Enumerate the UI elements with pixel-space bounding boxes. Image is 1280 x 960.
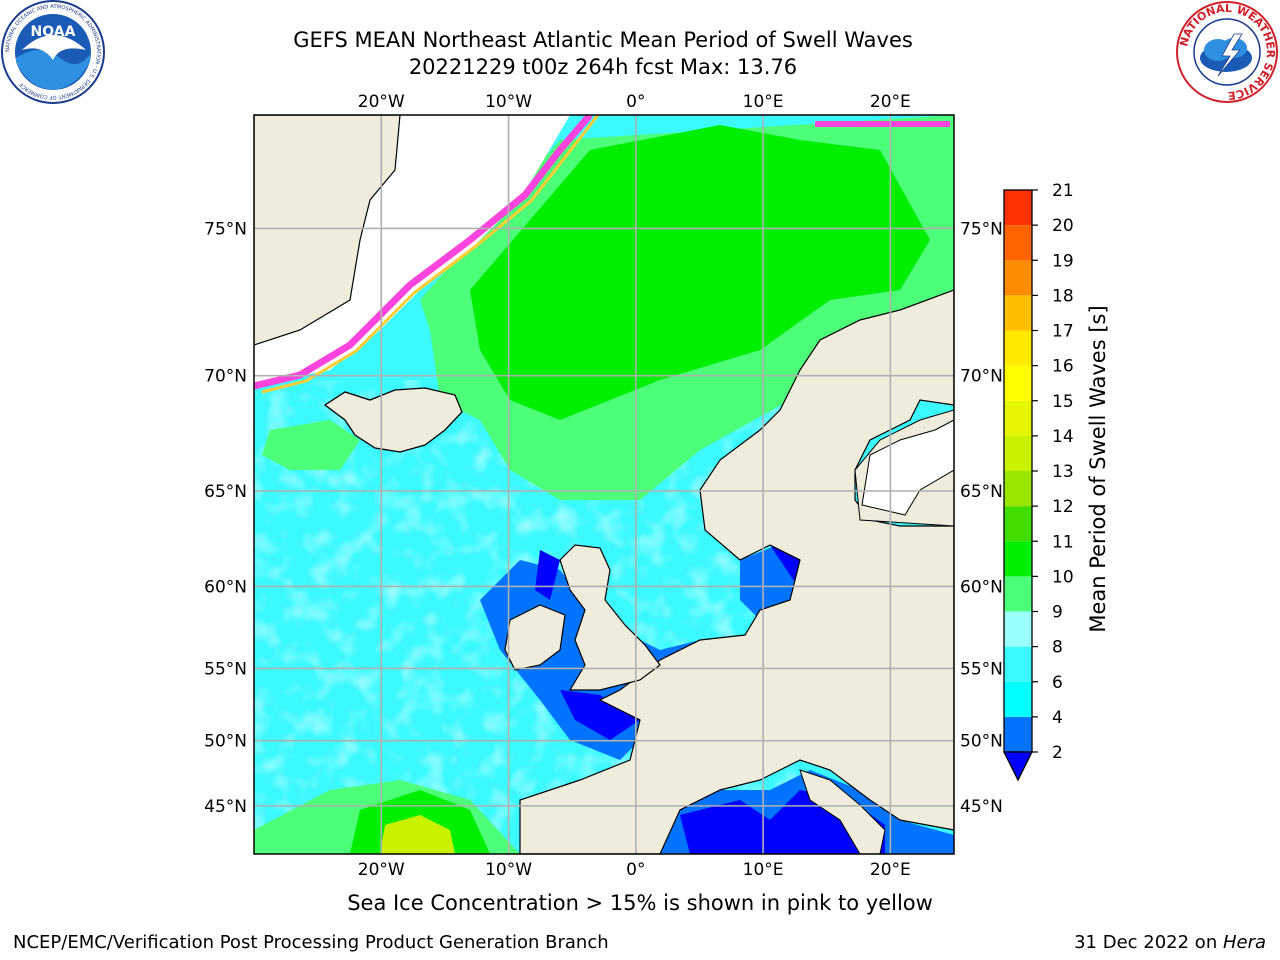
lat-tick-label-right: 55°N [960,659,1003,679]
lat-tick-label-left: 45°N [204,797,247,817]
colorbar-tick-label: 15 [1052,392,1074,412]
iceland [323,387,463,453]
colorbar-cell [1004,400,1032,436]
great-britain [559,544,661,691]
lat-tick-label-right: 60°N [960,577,1003,597]
colorbar-tick-label: 2 [1052,743,1063,763]
colorbar-cell [1004,471,1032,507]
lat-tick-label-left: 75°N [204,219,247,239]
chart-title: GEFS MEAN Northeast Atlantic Mean Period… [293,28,913,52]
lon-tick-label-top: 0° [626,92,645,112]
colorbar-tick-label: 10 [1052,567,1074,587]
sea-ice-edge [254,115,593,390]
colorbar-tick-label: 12 [1052,497,1074,517]
sea-ice-caption: Sea Ice Concentration > 15% is shown in … [347,891,933,915]
lon-tick-label-bottom: 20°E [870,860,911,880]
map-gridlines [254,115,954,854]
colorbar-label: Mean Period of Swell Waves [s] [1086,305,1110,633]
noaa-logo-text: NOAA [31,24,76,40]
colorbar-tick-label: 11 [1052,532,1074,552]
map-frame [253,114,955,855]
colorbar-tick-label: 20 [1052,216,1074,236]
colorbar-tick-label: 19 [1052,251,1074,271]
ocean-green-iceland [262,420,360,470]
lat-tick-label-right: 75°N [960,219,1003,239]
lon-tick-label-top: 10°E [743,92,784,112]
footer-date: 31 Dec 2022 on Hera [1074,932,1266,953]
colorbar-tick-label: 13 [1052,462,1074,482]
colorbar-cell [1004,576,1032,612]
colorbar-cell [1004,716,1032,752]
lon-tick-label-bottom: 0° [626,860,645,880]
ocean-bright-green [470,125,930,420]
ocean-yellowgreen-south [380,815,455,854]
lat-tick-label-left: 55°N [204,659,247,679]
colorbar-cell [1004,190,1032,226]
colorbar-cell [1004,365,1032,401]
shelf-irish-sea [535,550,560,600]
colorbar-tick-label: 21 [1052,181,1074,201]
colorbar-cell [1004,506,1032,542]
colorbar-cell [1004,295,1032,331]
nws-logo: NATIONAL WEATHER SERVICE [1176,1,1278,103]
lat-tick-label-left: 65°N [204,482,247,502]
lat-tick-label-left: 70°N [204,367,247,387]
colorbar-cell [1004,541,1032,577]
colorbar-underflow-arrow [1002,751,1034,782]
lat-tick-label-left: 60°N [204,577,247,597]
greenland-land [254,115,401,346]
colorbar-cell [1004,225,1032,261]
colorbar-cell [1004,260,1032,296]
lat-tick-label-right: 50°N [960,732,1003,752]
colorbar-cell [1004,435,1032,471]
lon-tick-label-top: 20°W [358,92,405,112]
colorbar-tick-label: 17 [1052,322,1074,342]
lat-tick-label-left: 50°N [204,732,247,752]
lat-tick-label-right: 70°N [960,367,1003,387]
lat-tick-label-right: 45°N [960,797,1003,817]
lon-tick-label-bottom: 10°W [485,860,532,880]
colorbar-tick-label: 8 [1052,638,1063,658]
lon-tick-label-top: 10°W [485,92,532,112]
footer-date-text: 31 Dec 2022 on [1074,932,1223,953]
colorbar-tick-label: 16 [1052,357,1074,377]
colorbar-tick-label: 6 [1052,673,1063,693]
colorbar-ticks: 2 4 6 8 9 10 11 12 13 14 15 16 17 18 19 20 21 [1032,181,1074,763]
lon-tick-label-top: 20°E [870,92,911,112]
colorbar-cell [1004,681,1032,717]
footer-machine: Hera [1222,932,1266,953]
colorbar-cells [1003,189,1033,753]
chart-subtitle: 20221229 t00z 264h fcst Max: 13.76 [408,55,798,79]
map-field [254,115,954,854]
colorbar-tick-label: 18 [1052,286,1074,306]
ireland [504,604,566,671]
map-tick-labels: 20°W 20°W 10°W 10°W 0° 0° 10°E 10°E 20°E 20°E 45°N… [204,92,1003,880]
colorbar-cell [1004,611,1032,647]
colorbar-cell [1004,330,1032,366]
lat-tick-label-right: 65°N [960,482,1003,502]
noaa-logo: NOAA NATIONAL OCEANIC AND ATMOSPHERIC AD… [1,0,105,104]
lon-tick-label-bottom: 20°W [358,860,405,880]
footer-credit: NCEP/EMC/Verification Post Processing Pr… [13,932,609,953]
europe-land [519,289,954,854]
colorbar-cell [1004,646,1032,682]
colorbar-tick-label: 9 [1052,603,1063,623]
shelf-biscay [560,690,640,740]
colorbar-tick-label: 14 [1052,427,1074,447]
colorbar-tick-label: 4 [1052,708,1063,728]
lon-tick-label-bottom: 10°E [743,860,784,880]
